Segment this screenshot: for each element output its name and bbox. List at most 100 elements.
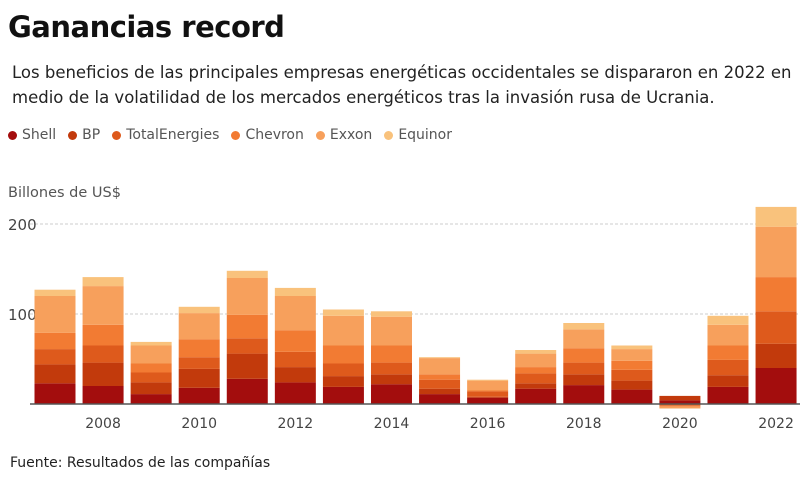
bar-segment-shell-2021 xyxy=(707,386,749,404)
bar-segment-bp-2008 xyxy=(82,362,124,386)
bar-segment-equinor-2022 xyxy=(755,206,797,227)
bar-segment-bp-2009 xyxy=(130,382,172,395)
bar-segment-equinor-2015 xyxy=(419,357,461,359)
y-tick-label: 200 xyxy=(8,216,37,234)
bar-segment-equinor-2010 xyxy=(178,306,220,314)
legend-swatch xyxy=(315,130,325,140)
legend-label: Exxon xyxy=(329,127,373,143)
legend-label: Shell xyxy=(22,127,57,143)
bar-segment-exxon-2012 xyxy=(274,296,316,331)
bar-segment-bp-2017 xyxy=(515,383,557,389)
legend-label: Equinor xyxy=(398,127,453,143)
bar-segment-shell-2017 xyxy=(515,388,557,404)
bar-segment-equinor-2021 xyxy=(707,315,749,325)
bar-segment-exxon-2019 xyxy=(611,349,653,361)
bar-segment-totalenergies-2016 xyxy=(467,391,509,397)
bar-segment-shell-2012 xyxy=(274,382,316,404)
bar-segment-chevron-2015 xyxy=(419,374,461,380)
legend-swatch xyxy=(231,130,241,140)
bar-segment-equinor-2011 xyxy=(226,270,268,278)
legend-item: BP xyxy=(68,127,100,143)
bar-segment-totalenergies-2009 xyxy=(130,372,172,383)
bar-segment-shell-2020 xyxy=(659,400,701,404)
bar-segment-chevron-2018 xyxy=(563,348,605,363)
bar-segment-bp-2019 xyxy=(611,380,653,390)
bar-segment-chevron-2008 xyxy=(82,324,124,346)
bar-segment-bp-2022 xyxy=(755,343,797,368)
bar-segment-totalenergies-2018 xyxy=(563,362,605,375)
bar-segment-exxon-2011 xyxy=(226,278,268,315)
source-note: Fuente: Resultados de las compañías xyxy=(10,455,271,471)
bar-segment-chevron-2020 xyxy=(659,405,701,407)
bar-segment-equinor-2016 xyxy=(467,379,509,381)
bar-segment-exxon-2021 xyxy=(707,324,749,346)
bar-segment-shell-2014 xyxy=(370,384,412,404)
bar-segment-totalenergies-2007 xyxy=(34,349,76,365)
bar-segment-shell-2022 xyxy=(755,368,797,404)
bar-segment-bp-2012 xyxy=(274,367,316,383)
x-tick-label: 2020 xyxy=(662,416,698,432)
bar-segment-equinor-2017 xyxy=(515,350,557,354)
bar-segment-chevron-2021 xyxy=(707,345,749,360)
bar-segment-shell-2010 xyxy=(178,387,220,404)
legend-swatch xyxy=(68,130,78,140)
bar-segment-chevron-2013 xyxy=(322,345,364,364)
legend-item: Shell xyxy=(8,127,56,143)
x-tick-label: 2008 xyxy=(85,416,121,432)
legend-label: TotalEnergies xyxy=(126,127,220,143)
bar-segment-bp-2013 xyxy=(322,376,364,387)
bar-segment-totalenergies-2008 xyxy=(82,345,124,363)
bar-segment-shell-2019 xyxy=(611,389,653,404)
bar-segment-shell-2007 xyxy=(34,383,76,404)
bar-segment-exxon-2009 xyxy=(130,345,172,364)
y-tick-label: 100 xyxy=(8,306,37,324)
legend-swatch xyxy=(8,130,17,140)
bar-segment-chevron-2014 xyxy=(370,345,412,363)
bar-segment-exxon-2016 xyxy=(467,380,509,391)
bar-segment-totalenergies-2014 xyxy=(370,362,412,375)
legend-item: Chevron xyxy=(231,127,304,143)
legend-swatch xyxy=(112,130,122,140)
bar-segment-bp-2016 xyxy=(467,396,509,398)
bar-segment-exxon-2020 xyxy=(659,406,701,409)
bar-segment-bp-2020 xyxy=(659,395,701,401)
bar-segment-chevron-2012 xyxy=(274,330,316,352)
bar-segment-bp-2011 xyxy=(226,353,268,379)
bar-segment-chevron-2022 xyxy=(755,277,797,312)
bar-segment-exxon-2008 xyxy=(82,286,124,325)
bar-segment-exxon-2015 xyxy=(419,358,461,375)
bar-segment-chevron-2019 xyxy=(611,360,653,370)
bar-segment-bp-2018 xyxy=(563,374,605,386)
bar-segment-equinor-2014 xyxy=(370,311,412,317)
bar-segment-bp-2021 xyxy=(707,375,749,387)
bar-segment-totalenergies-2017 xyxy=(515,373,557,384)
chart-subtitle: Los beneficios de las principales empres… xyxy=(12,63,792,107)
bar-segment-shell-2013 xyxy=(322,386,364,404)
bar-segment-totalenergies-2011 xyxy=(226,338,268,354)
bar-segment-chevron-2017 xyxy=(515,367,557,374)
bar-segment-shell-2016 xyxy=(467,397,509,404)
bar-segment-chevron-2016 xyxy=(467,390,509,392)
bar-segment-equinor-2007 xyxy=(34,289,76,296)
bar-segment-totalenergies-2022 xyxy=(755,311,797,344)
bar-segment-bp-2007 xyxy=(34,364,76,384)
legend-item: Equinor xyxy=(384,127,452,143)
bar-segment-totalenergies-2012 xyxy=(274,351,316,368)
bar-segment-exxon-2014 xyxy=(370,316,412,346)
chart-title: Ganancias record xyxy=(8,10,285,44)
legend-label: Chevron xyxy=(245,127,304,143)
bar-segment-chevron-2010 xyxy=(178,339,220,358)
x-tick-label: 2022 xyxy=(758,416,794,432)
bar-segment-shell-2018 xyxy=(563,385,605,404)
y-axis-label: Billones de US$ xyxy=(8,185,121,201)
bar-segment-equinor-2019 xyxy=(611,345,653,350)
legend-swatch xyxy=(384,130,394,140)
bar-segment-exxon-2010 xyxy=(178,313,220,340)
legend: Shell BP TotalEnergies Chevron Exxon Equinor xyxy=(8,127,452,143)
bar-segment-exxon-2022 xyxy=(755,226,797,278)
bar-segment-exxon-2007 xyxy=(34,296,76,333)
legend-label: BP xyxy=(82,127,101,143)
x-tick-label: 2012 xyxy=(278,416,314,432)
x-tick-label: 2018 xyxy=(566,416,602,432)
